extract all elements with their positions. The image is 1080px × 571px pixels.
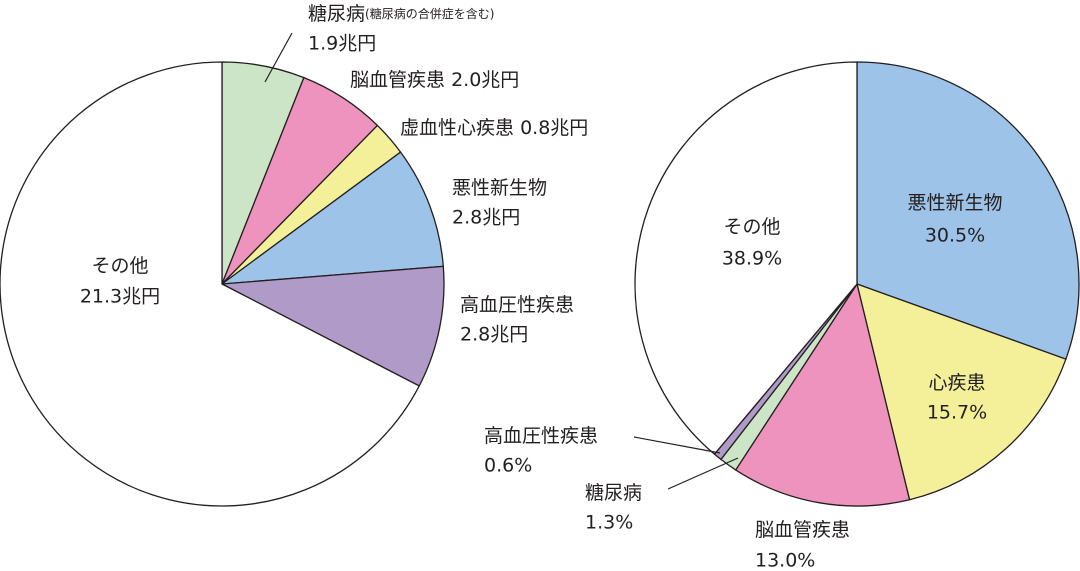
category-name: 高血圧性疾患 <box>460 294 574 316</box>
pie-slice <box>219 151 444 285</box>
category-note: (糖尿病の合併症を含む) <box>365 6 494 21</box>
category-label: 脳血管疾患 <box>350 69 445 91</box>
value-label: 0.8兆円 <box>520 117 588 139</box>
category-name: 糖尿病 <box>308 3 365 25</box>
category-label: 糖尿病(糖尿病の合併症を含む) <box>308 3 494 25</box>
pie-slice <box>219 265 445 387</box>
category-label: 脳血管疾患 <box>755 519 850 541</box>
value-label: 30.5% <box>925 225 985 247</box>
category-label: 高血圧性疾患 <box>484 425 598 447</box>
category-label: 心疾患 <box>928 372 985 394</box>
pie-slice <box>856 61 1080 361</box>
value-label: 15.7% <box>927 402 987 424</box>
value-label: 1.3% <box>585 512 633 534</box>
leader-line <box>667 457 739 490</box>
category-name: 高血圧性疾患 <box>484 425 598 447</box>
value-label: 38.9% <box>722 248 782 270</box>
category-name: その他 <box>723 216 780 238</box>
slice-label: 虚血性心疾患 0.8兆円 <box>400 117 588 139</box>
pie-slice <box>0 61 421 507</box>
category-label: 高血圧性疾患 <box>460 294 574 316</box>
value-label: 0.6% <box>484 455 532 477</box>
category-name: 糖尿病 <box>585 482 642 504</box>
value-label: 2.8兆円 <box>460 324 528 346</box>
leader-line <box>264 32 293 83</box>
value-label: 13.0% <box>755 550 815 571</box>
value-label: 2.8兆円 <box>452 207 520 229</box>
value-label: 21.3兆円 <box>80 286 160 308</box>
category-label: 虚血性心疾患 <box>400 117 514 139</box>
pie-slice <box>856 282 1067 501</box>
category-label: 悪性新生物 <box>452 177 547 199</box>
category-label: その他 <box>723 216 780 238</box>
category-label: 悪性新生物 <box>907 192 1002 214</box>
slice-label: 脳血管疾患 2.0兆円 <box>350 69 519 91</box>
category-name: 心疾患 <box>928 372 985 394</box>
value-label: 1.9兆円 <box>308 33 376 55</box>
category-name: 悪性新生物 <box>452 177 547 199</box>
value-label: 2.0兆円 <box>451 69 519 91</box>
category-name: その他 <box>91 255 148 277</box>
pie-slice <box>634 61 858 456</box>
pie-slice <box>734 282 911 507</box>
category-label: その他 <box>91 255 148 277</box>
category-label: 糖尿病 <box>585 482 642 504</box>
category-name: 脳血管疾患 <box>755 519 850 541</box>
leader-line <box>633 436 721 454</box>
category-name: 悪性新生物 <box>907 192 1002 214</box>
